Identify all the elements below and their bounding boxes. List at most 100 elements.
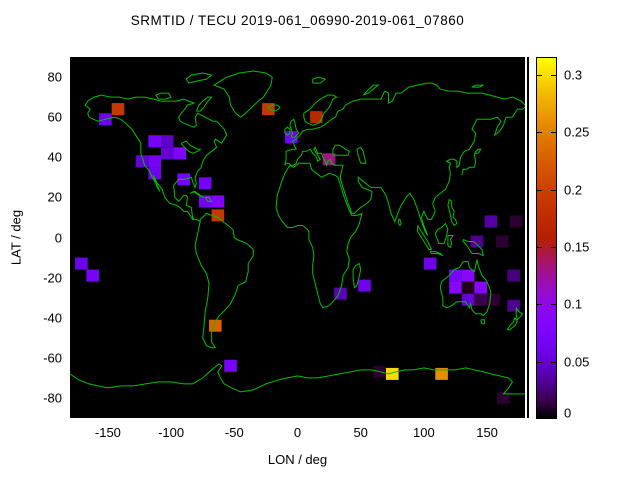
y-tick-label: 20 — [47, 189, 62, 205]
colorbar-tick-label: 0.3 — [564, 67, 583, 83]
coastline — [195, 96, 213, 112]
data-cell — [495, 235, 509, 248]
chart-title: SRMTID / TECU 2019-061_06990-2019-061_07… — [130, 13, 465, 28]
colorbar-tick — [551, 361, 556, 363]
coastline — [213, 70, 273, 118]
y-tick-label: 40 — [47, 149, 62, 165]
coastline — [506, 317, 518, 331]
colorbar-tick — [551, 304, 556, 306]
data-cell — [497, 391, 510, 404]
x-tick-label: 150 — [476, 425, 498, 440]
coastline — [439, 259, 492, 317]
data-cell — [474, 281, 487, 294]
coastline — [70, 363, 525, 395]
data-cell — [135, 155, 149, 168]
coastline — [332, 144, 350, 156]
plot-area — [70, 57, 525, 418]
coastline — [362, 84, 380, 96]
data-cell — [470, 235, 484, 248]
coastline — [303, 94, 338, 126]
coastline — [356, 146, 367, 164]
data-cell — [161, 135, 174, 148]
coastline — [185, 72, 213, 84]
coastline — [447, 235, 454, 249]
data-cell — [449, 269, 462, 282]
y-tick-label: -20 — [43, 270, 62, 286]
plot-right-border — [527, 57, 529, 418]
coastline — [284, 106, 525, 236]
colorbar-tick — [537, 304, 542, 306]
colorbar-tick-label: 0.15 — [564, 239, 590, 255]
data-cell — [358, 279, 371, 292]
coastline — [284, 126, 291, 136]
colorbar-tick — [551, 75, 556, 76]
data-cell — [173, 147, 187, 160]
data-cell — [461, 269, 475, 282]
colorbar — [536, 57, 557, 419]
coastline — [352, 262, 362, 289]
data-cell — [211, 209, 225, 222]
colorbar-tick-label: 0.1 — [564, 296, 583, 312]
coastline — [515, 307, 524, 321]
colorbar-tick — [551, 189, 556, 191]
data-cell — [198, 177, 212, 190]
data-cell — [461, 293, 475, 306]
x-tick-label: -100 — [158, 425, 185, 440]
data-cell — [209, 319, 222, 332]
data-cell — [262, 103, 275, 116]
data-cell — [148, 155, 161, 168]
y-tick-label: -60 — [43, 350, 62, 366]
data-cell — [474, 293, 487, 306]
data-cell — [509, 215, 523, 228]
data-cell — [507, 269, 520, 282]
data-cell — [461, 281, 475, 294]
data-cell — [310, 111, 323, 124]
x-tick-label: 50 — [353, 425, 368, 440]
colorbar-tick — [537, 189, 542, 191]
data-cell — [484, 215, 498, 228]
colorbar-tick — [551, 132, 556, 134]
x-tick-label: -50 — [224, 425, 244, 440]
x-tick-label: 100 — [413, 425, 435, 440]
coastline — [447, 199, 458, 227]
coastline — [84, 94, 228, 222]
coastline — [398, 218, 402, 227]
coastline — [312, 76, 327, 84]
coastline — [267, 104, 281, 112]
coastline — [480, 319, 486, 325]
y-tick-label: 80 — [47, 69, 62, 85]
data-cell — [224, 359, 237, 372]
coastline — [417, 225, 433, 250]
data-cell — [386, 367, 399, 380]
colorbar-tick-label: 0 — [564, 405, 572, 421]
colorbar-tick — [537, 132, 542, 134]
y-tick-label: 0 — [54, 230, 62, 245]
data-cell — [211, 195, 225, 208]
data-cell — [198, 195, 212, 208]
data-cell — [148, 135, 161, 148]
colorbar-tick-label: 0.2 — [564, 182, 583, 198]
y-tick-label: -80 — [43, 390, 62, 406]
data-cell — [423, 257, 437, 270]
x-tick-label: 0 — [293, 425, 302, 440]
data-cell — [487, 293, 500, 306]
colorbar-tick — [551, 417, 556, 418]
y-tick-label: 60 — [47, 109, 62, 125]
coastline — [194, 212, 254, 349]
data-cell — [435, 367, 448, 380]
coastline — [289, 118, 300, 138]
coastline — [284, 82, 525, 166]
colorbar-tick — [551, 247, 556, 248]
coastline — [462, 239, 484, 257]
colorbar-tick — [537, 247, 542, 248]
data-cell — [161, 147, 174, 160]
colorbar-tick — [537, 361, 542, 363]
x-tick-label: -150 — [94, 425, 121, 440]
coastline — [204, 196, 213, 202]
data-cell — [75, 257, 88, 270]
coastline — [461, 148, 482, 176]
x-axis-label: LON / deg — [267, 452, 328, 467]
data-cell — [449, 281, 462, 294]
colorbar-tick — [537, 75, 542, 76]
